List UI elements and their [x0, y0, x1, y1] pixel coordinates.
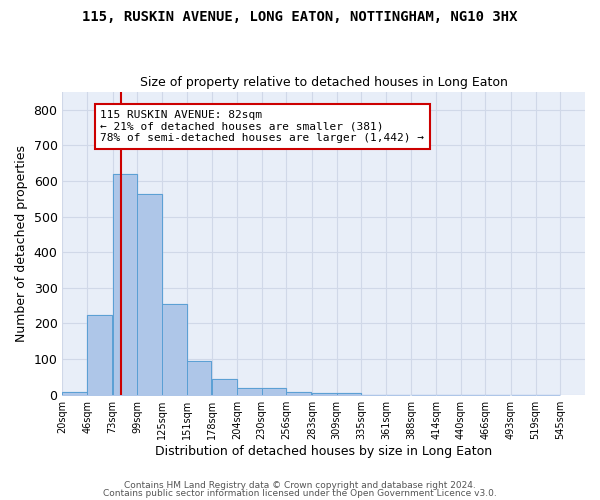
Text: 115 RUSKIN AVENUE: 82sqm
← 21% of detached houses are smaller (381)
78% of semi-: 115 RUSKIN AVENUE: 82sqm ← 21% of detach…	[100, 110, 424, 143]
Text: 115, RUSKIN AVENUE, LONG EATON, NOTTINGHAM, NG10 3HX: 115, RUSKIN AVENUE, LONG EATON, NOTTINGH…	[82, 10, 518, 24]
Text: Contains public sector information licensed under the Open Government Licence v3: Contains public sector information licen…	[103, 488, 497, 498]
Text: Contains HM Land Registry data © Crown copyright and database right 2024.: Contains HM Land Registry data © Crown c…	[124, 481, 476, 490]
X-axis label: Distribution of detached houses by size in Long Eaton: Distribution of detached houses by size …	[155, 444, 492, 458]
Y-axis label: Number of detached properties: Number of detached properties	[15, 145, 28, 342]
Title: Size of property relative to detached houses in Long Eaton: Size of property relative to detached ho…	[140, 76, 508, 90]
